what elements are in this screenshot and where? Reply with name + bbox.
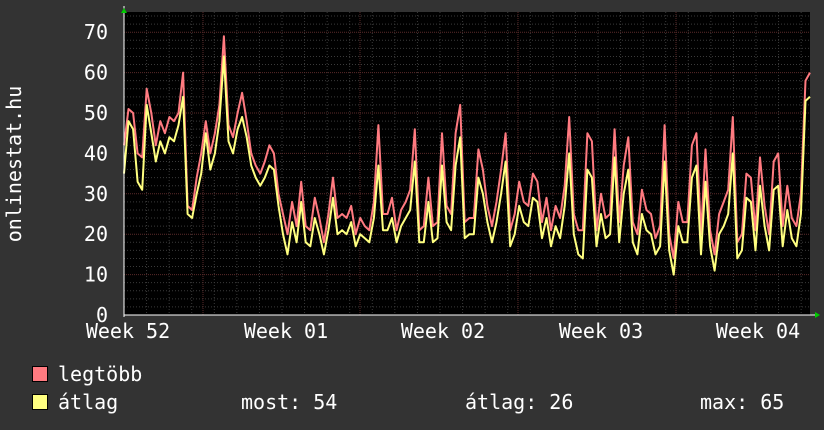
x-tick-label: Week 52 xyxy=(86,319,170,343)
x-tick-label: Week 01 xyxy=(244,319,328,343)
y-tick-label: 0 xyxy=(96,303,108,327)
y-tick-label: 10 xyxy=(84,263,108,287)
y-tick-label: 50 xyxy=(84,101,108,125)
series-line-avg xyxy=(123,55,811,276)
stat-now: most: 54 xyxy=(241,390,338,414)
x-tick-label: Week 04 xyxy=(716,319,800,343)
series-line-max xyxy=(123,35,811,260)
x-tick-label: Week 03 xyxy=(559,319,643,343)
stat-average: átlag: 26 xyxy=(465,390,574,414)
y-tick-label: 60 xyxy=(84,61,108,85)
y-tick-label: 40 xyxy=(84,141,108,165)
y-axis-label: onlinestat.hu xyxy=(2,85,26,243)
x-tick-label: Week 02 xyxy=(401,319,485,343)
x-axis-arrow xyxy=(815,312,820,318)
plot-area xyxy=(124,12,810,315)
y-tick-label: 30 xyxy=(84,182,108,206)
y-axis-arrow xyxy=(121,8,127,13)
y-tick-label: 20 xyxy=(84,222,108,246)
y-tick-label: 70 xyxy=(84,20,108,44)
legend-swatch-avg xyxy=(32,394,48,410)
stat-max: max: 65 xyxy=(700,390,785,414)
legend-label-avg: átlag xyxy=(58,390,119,414)
legend-label-max: legtöbb xyxy=(58,362,143,386)
legend-swatch-max xyxy=(32,366,48,382)
